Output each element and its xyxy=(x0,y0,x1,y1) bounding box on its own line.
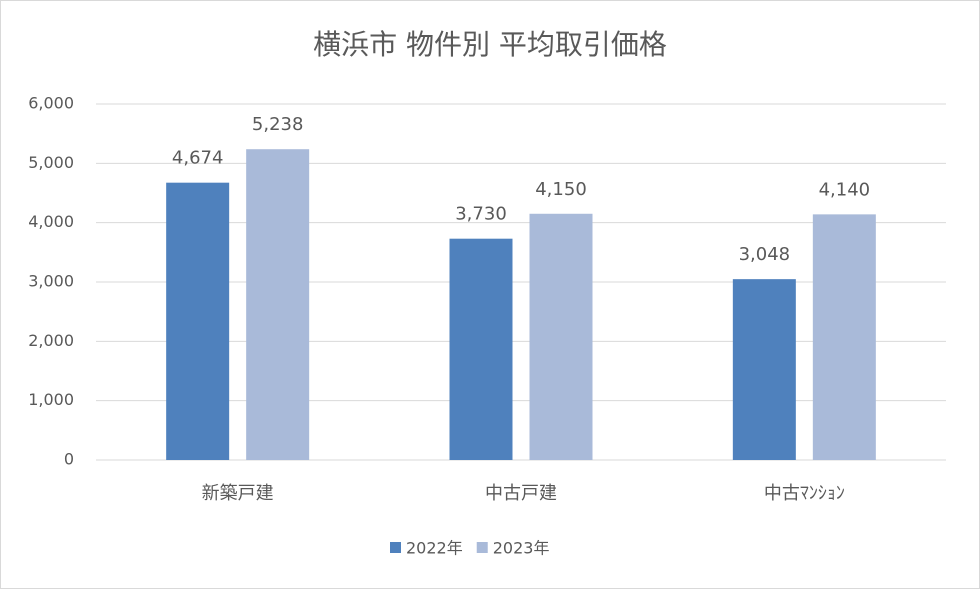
value-label: 3,730 xyxy=(455,204,507,225)
bar xyxy=(449,238,513,460)
y-tick-label: 4,000 xyxy=(28,212,74,231)
x-tick-label: 中古ﾏﾝｼｮﾝ xyxy=(764,483,845,504)
y-tick-label: 2,000 xyxy=(28,331,74,350)
legend-label: 2022年 xyxy=(406,539,463,558)
bar xyxy=(246,149,310,460)
y-tick-label: 6,000 xyxy=(28,94,74,113)
bar xyxy=(732,279,796,460)
value-label: 4,150 xyxy=(535,179,587,200)
y-tick-label: 5,000 xyxy=(28,153,74,172)
bar xyxy=(166,182,230,460)
bar xyxy=(812,214,876,460)
y-tick-label: 1,000 xyxy=(28,390,74,409)
value-label: 4,140 xyxy=(819,179,871,200)
bar xyxy=(529,213,593,460)
x-tick-label: 新築戸建 xyxy=(202,483,274,504)
chart-title: 横浜市 物件別 平均取引価格 xyxy=(313,28,667,61)
legend-label: 2023年 xyxy=(493,539,550,558)
legend-swatch xyxy=(390,542,401,553)
y-tick-label: 3,000 xyxy=(28,272,74,291)
value-label: 3,048 xyxy=(739,244,791,265)
x-tick-label: 中古戸建 xyxy=(485,483,557,504)
value-label: 4,674 xyxy=(172,148,224,169)
legend-swatch xyxy=(476,542,488,553)
y-tick-label: 0 xyxy=(64,450,74,469)
value-label: 5,238 xyxy=(252,114,304,135)
